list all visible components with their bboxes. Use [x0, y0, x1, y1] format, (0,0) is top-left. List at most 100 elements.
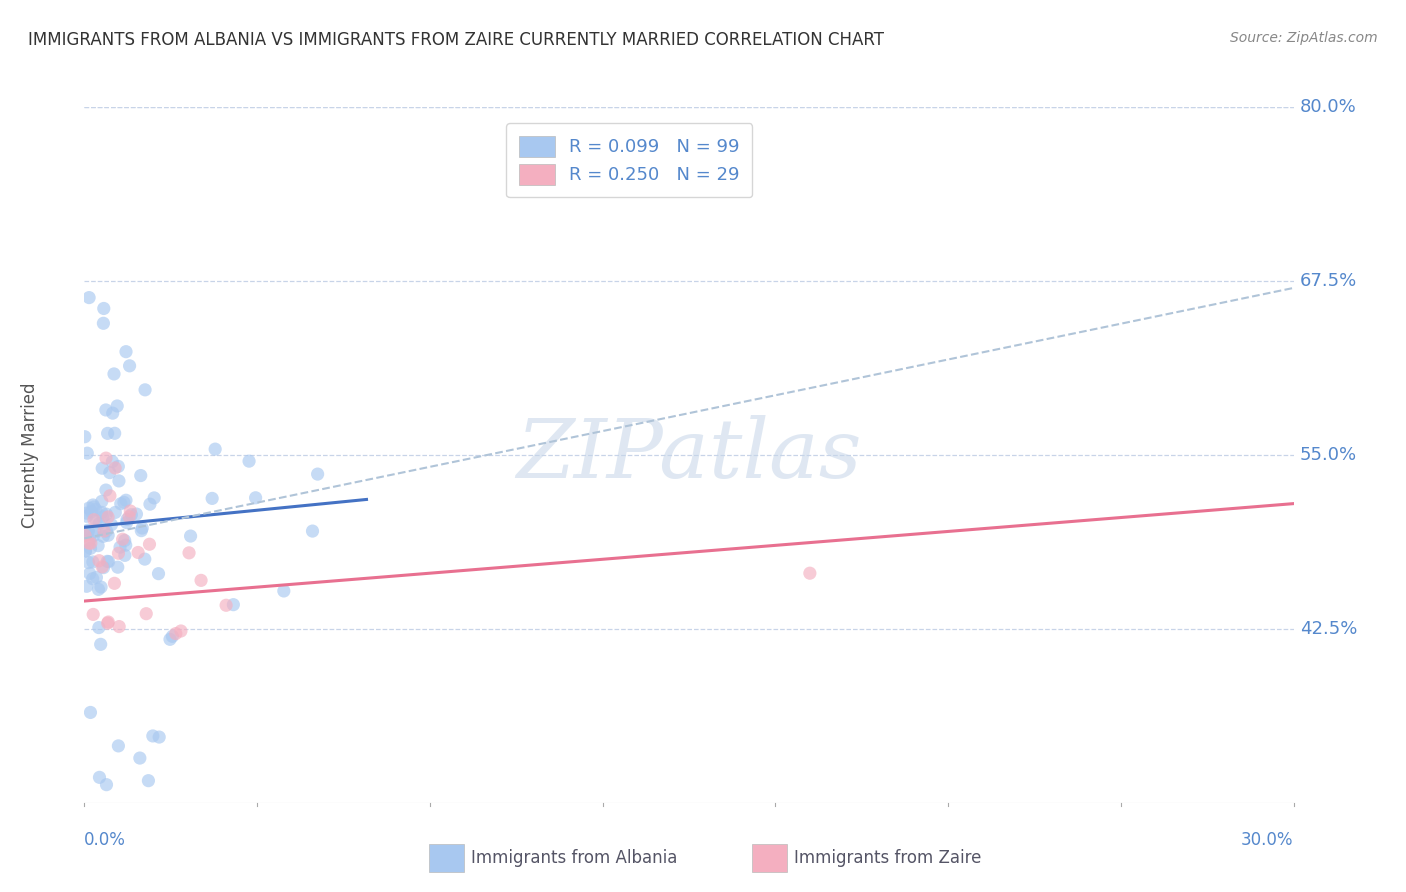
Point	[799, 566, 821, 581]
Point	[131, 524, 153, 538]
Point	[108, 540, 131, 554]
Point	[115, 493, 138, 508]
Point	[91, 509, 114, 524]
Point	[96, 778, 118, 792]
Text: 0.0%: 0.0%	[84, 830, 127, 848]
Point	[131, 521, 153, 535]
Point	[87, 554, 110, 568]
Point	[107, 546, 129, 560]
Point	[115, 516, 138, 530]
Point	[93, 524, 115, 538]
Point	[107, 459, 129, 474]
Point	[114, 533, 136, 548]
Point	[94, 451, 117, 466]
Point	[273, 584, 295, 599]
Point	[91, 560, 114, 574]
Point	[159, 632, 181, 647]
Text: Source: ZipAtlas.com: Source: ZipAtlas.com	[1230, 31, 1378, 45]
Point	[77, 501, 100, 516]
Point	[77, 556, 100, 570]
Point	[165, 626, 187, 640]
Point	[93, 560, 115, 574]
Point	[80, 536, 103, 550]
Point	[77, 291, 100, 305]
Point	[90, 494, 112, 508]
Point	[89, 770, 111, 784]
Point	[104, 505, 127, 519]
Point	[97, 426, 120, 441]
Text: 42.5%: 42.5%	[1299, 620, 1357, 638]
Point	[83, 524, 105, 539]
Point	[107, 739, 129, 753]
Point	[87, 539, 110, 553]
Point	[75, 528, 97, 542]
Point	[73, 430, 96, 444]
Point	[97, 616, 120, 631]
Point	[96, 507, 118, 521]
Point	[76, 446, 98, 460]
Point	[87, 582, 110, 597]
Point	[93, 301, 115, 316]
Legend: R = 0.099   N = 99, R = 0.250   N = 29: R = 0.099 N = 99, R = 0.250 N = 29	[506, 123, 752, 197]
Point	[97, 528, 120, 542]
Point	[107, 560, 129, 574]
Point	[76, 506, 98, 520]
Point	[103, 576, 125, 591]
Point	[148, 566, 170, 581]
Point	[79, 706, 101, 720]
Point	[118, 359, 141, 373]
Point	[75, 543, 97, 558]
Point	[238, 454, 260, 468]
Point	[115, 512, 138, 526]
Point	[177, 546, 200, 560]
Point	[110, 497, 132, 511]
Point	[138, 773, 160, 788]
Point	[83, 528, 105, 542]
Point	[135, 607, 157, 621]
Point	[114, 549, 136, 563]
Point	[90, 505, 112, 519]
Point	[83, 513, 105, 527]
Point	[101, 454, 124, 468]
Point	[148, 730, 170, 744]
Point	[77, 523, 100, 537]
Point	[128, 751, 150, 765]
Point	[91, 529, 114, 543]
Point	[98, 466, 121, 480]
Point	[307, 467, 329, 481]
Point	[142, 729, 165, 743]
Point	[201, 491, 224, 506]
Text: 67.5%: 67.5%	[1299, 272, 1357, 290]
Point	[105, 399, 128, 413]
Point	[79, 541, 101, 556]
Point	[162, 629, 184, 643]
Point	[73, 525, 96, 540]
Point	[94, 483, 117, 497]
Point	[204, 442, 226, 457]
Point	[215, 599, 238, 613]
Point	[77, 536, 100, 550]
Point	[97, 615, 120, 629]
Point	[180, 529, 202, 543]
Text: Immigrants from Zaire: Immigrants from Zaire	[794, 849, 981, 867]
Point	[94, 403, 117, 417]
Point	[82, 498, 104, 512]
Point	[90, 637, 112, 651]
Point	[245, 491, 267, 505]
Point	[76, 509, 98, 524]
Text: ZIPatlas: ZIPatlas	[516, 415, 862, 495]
Point	[170, 624, 193, 638]
Point	[87, 516, 110, 531]
Point	[80, 505, 103, 519]
Point	[143, 491, 166, 505]
Point	[91, 461, 114, 475]
Point	[93, 316, 115, 330]
Point	[101, 406, 124, 420]
Point	[79, 566, 101, 581]
Point	[134, 552, 156, 566]
Point	[86, 570, 108, 584]
Point	[114, 538, 136, 552]
Point	[104, 426, 127, 441]
Point	[90, 580, 112, 594]
Point	[84, 502, 107, 516]
